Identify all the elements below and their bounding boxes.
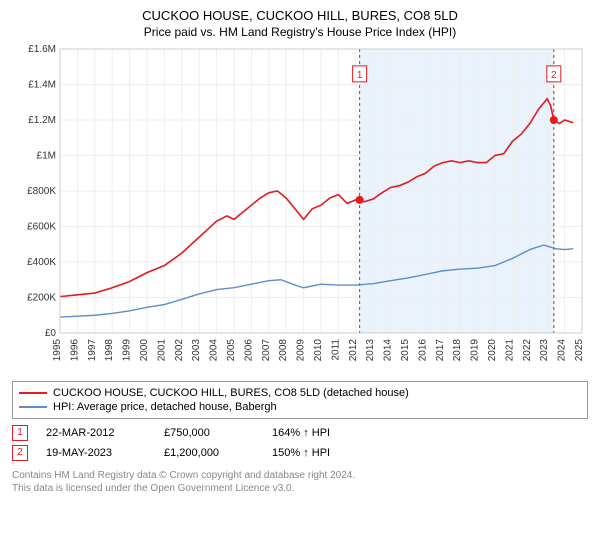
svg-text:1998: 1998	[104, 339, 115, 362]
svg-text:2005: 2005	[226, 339, 237, 362]
svg-text:2: 2	[551, 70, 557, 81]
svg-text:1996: 1996	[69, 339, 80, 362]
legend: CUCKOO HOUSE, CUCKOO HILL, BURES, CO8 5L…	[12, 381, 588, 419]
line-chart: £0 £200K £400K £600K £800K £1M £1.2M £1.4M £1.6M…	[10, 45, 590, 375]
svg-text:£1M: £1M	[37, 151, 56, 162]
legend-item: CUCKOO HOUSE, CUCKOO HILL, BURES, CO8 5L…	[19, 386, 581, 400]
svg-text:1995: 1995	[52, 339, 63, 362]
transaction-price: £1,200,000	[164, 447, 254, 459]
svg-text:2011: 2011	[330, 339, 341, 361]
transaction-price: £750,000	[164, 427, 254, 439]
svg-text:2020: 2020	[487, 339, 498, 362]
svg-text:2022: 2022	[522, 339, 533, 362]
svg-text:2014: 2014	[383, 339, 394, 362]
transaction-date: 19-MAY-2023	[46, 447, 146, 459]
footnote-line-1: Contains HM Land Registry data © Crown c…	[12, 469, 588, 482]
svg-text:2023: 2023	[539, 339, 550, 362]
transaction-pct: 150% ↑ HPI	[272, 447, 392, 459]
svg-text:2002: 2002	[174, 339, 185, 362]
svg-text:2019: 2019	[470, 339, 481, 362]
chart-subtitle: Price paid vs. HM Land Registry's House …	[10, 25, 590, 39]
svg-text:1999: 1999	[122, 339, 133, 362]
svg-text:2009: 2009	[296, 339, 307, 362]
svg-text:£1.2M: £1.2M	[28, 115, 56, 126]
svg-text:2021: 2021	[504, 339, 515, 362]
svg-text:£0: £0	[45, 328, 57, 339]
chart-area: £0 £200K £400K £600K £800K £1M £1.2M £1.4M £1.6M…	[10, 45, 590, 375]
svg-text:2006: 2006	[243, 339, 254, 362]
svg-text:2001: 2001	[156, 339, 167, 362]
svg-text:2004: 2004	[209, 339, 220, 362]
svg-text:2018: 2018	[452, 339, 463, 362]
transaction-marker: 1	[12, 425, 28, 441]
chart-title: CUCKOO HOUSE, CUCKOO HILL, BURES, CO8 5L…	[10, 8, 590, 23]
transactions-table: 1 22-MAR-2012 £750,000 164% ↑ HPI 2 19-MAY-20…	[12, 423, 588, 463]
svg-text:2008: 2008	[278, 339, 289, 362]
svg-text:2015: 2015	[400, 339, 411, 362]
transaction-marker: 2	[12, 445, 28, 461]
svg-text:2007: 2007	[261, 339, 272, 362]
legend-item: HPI: Average price, detached house, Babe…	[19, 400, 581, 414]
svg-text:2000: 2000	[139, 339, 150, 362]
svg-text:2013: 2013	[365, 339, 376, 362]
svg-text:2017: 2017	[435, 339, 446, 362]
svg-text:£800K: £800K	[27, 186, 56, 197]
svg-text:2003: 2003	[191, 339, 202, 362]
transaction-row: 2 19-MAY-2023 £1,200,000 150% ↑ HPI	[12, 443, 588, 463]
transaction-date: 22-MAR-2012	[46, 427, 146, 439]
footnote-line-2: This data is licensed under the Open Gov…	[12, 482, 588, 495]
legend-swatch	[19, 406, 47, 408]
svg-text:2016: 2016	[417, 339, 428, 362]
svg-text:£600K: £600K	[27, 222, 56, 233]
svg-text:1997: 1997	[87, 339, 98, 362]
legend-swatch	[19, 392, 47, 394]
svg-text:2012: 2012	[348, 339, 359, 362]
svg-text:£1.4M: £1.4M	[28, 80, 56, 91]
footnote: Contains HM Land Registry data © Crown c…	[12, 469, 588, 495]
svg-text:2010: 2010	[313, 339, 324, 362]
svg-text:£200K: £200K	[27, 293, 56, 304]
svg-text:£400K: £400K	[27, 257, 56, 268]
svg-text:2025: 2025	[574, 339, 585, 362]
svg-text:2024: 2024	[557, 339, 568, 362]
svg-text:1: 1	[357, 70, 363, 81]
legend-label: HPI: Average price, detached house, Babe…	[53, 401, 277, 413]
transaction-pct: 164% ↑ HPI	[272, 427, 392, 439]
legend-label: CUCKOO HOUSE, CUCKOO HILL, BURES, CO8 5L…	[53, 387, 409, 399]
transaction-row: 1 22-MAR-2012 £750,000 164% ↑ HPI	[12, 423, 588, 443]
svg-text:£1.6M: £1.6M	[28, 45, 56, 55]
